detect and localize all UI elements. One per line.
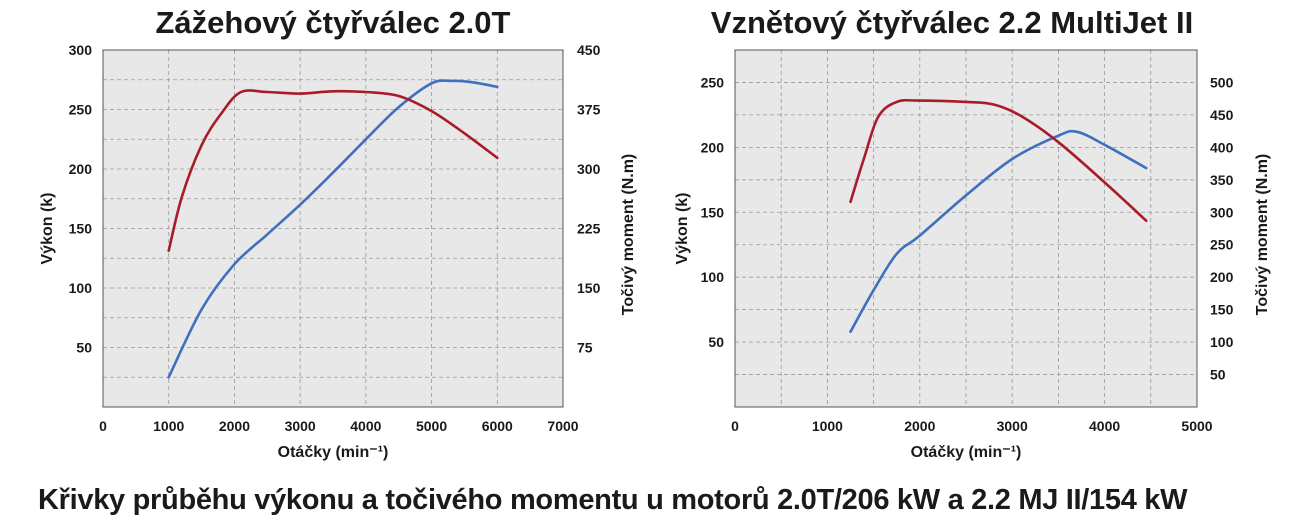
plot-border xyxy=(734,49,1198,408)
x-tick-label: 0 xyxy=(731,418,739,434)
y2-tick-label: 450 xyxy=(577,42,601,58)
y2-axis-label: Točivý moment (N.m) xyxy=(1254,154,1271,316)
x-axis-label: Otáčky (min⁻¹) xyxy=(911,444,1022,461)
y-axis-label: Výkon (k) xyxy=(39,192,56,264)
y2-tick-label: 75 xyxy=(577,340,593,356)
plot-border xyxy=(102,49,564,408)
y-tick-label: 100 xyxy=(701,269,725,285)
x-tick-label: 3000 xyxy=(285,418,316,434)
x-tick-label: 2000 xyxy=(219,418,250,434)
y2-tick-label: 200 xyxy=(1210,269,1234,285)
y-tick-label: 150 xyxy=(701,204,725,220)
y2-tick-label: 300 xyxy=(1210,204,1234,220)
x-axis-label: Otáčky (min⁻¹) xyxy=(278,444,389,461)
x-tick-label: 4000 xyxy=(350,418,381,434)
y2-tick-label: 375 xyxy=(577,102,601,118)
figure-caption: Křivky průběhu výkonu a točivého momentu… xyxy=(38,484,1188,516)
y2-tick-label: 100 xyxy=(1210,334,1234,350)
y2-tick-label: 150 xyxy=(1210,302,1234,318)
chart-petrol-engine: Zážehový čtyřválec 2.0T 0 1000 2000 3000 4000… xyxy=(39,5,637,461)
y2-tick-label: 225 xyxy=(577,221,601,237)
y-tick-label: 200 xyxy=(69,161,93,177)
x-tick-label: 1000 xyxy=(812,418,843,434)
x-tick-label: 2000 xyxy=(904,418,935,434)
chart-title: Zážehový čtyřválec 2.0T xyxy=(156,5,511,40)
y2-axis-label: Točivý moment (N.m) xyxy=(620,154,637,316)
x-tick-label: 1000 xyxy=(153,418,184,434)
y2-tick-label: 350 xyxy=(1210,172,1234,188)
y-tick-label: 250 xyxy=(69,102,93,118)
chart-diesel-engine: Vznětový čtyřválec 2.2 MultiJet II 0 1000 2… xyxy=(674,5,1271,461)
x-tick-label: 5000 xyxy=(1181,418,1212,434)
y2-tick-label: 400 xyxy=(1210,139,1234,155)
x-tick-label: 3000 xyxy=(997,418,1028,434)
power-series-line xyxy=(167,79,499,379)
y-tick-label: 300 xyxy=(69,42,93,58)
y-tick-label: 100 xyxy=(69,280,93,296)
plot-area xyxy=(103,50,563,407)
y2-tick-label: 250 xyxy=(1210,237,1234,253)
y-tick-label: 50 xyxy=(76,340,92,356)
x-tick-label: 6000 xyxy=(482,418,513,434)
x-tick-label: 7000 xyxy=(547,418,578,434)
y2-tick-label: 450 xyxy=(1210,107,1234,123)
y2-tick-label: 500 xyxy=(1210,74,1234,90)
y-tick-label: 250 xyxy=(701,74,725,90)
y2-tick-label: 150 xyxy=(577,280,601,296)
x-tick-label: 0 xyxy=(99,418,107,434)
x-tick-label: 4000 xyxy=(1089,418,1120,434)
y2-tick-label: 50 xyxy=(1210,367,1226,383)
y-axis-label: Výkon (k) xyxy=(674,192,691,264)
y2-tick-label: 300 xyxy=(577,161,601,177)
y-tick-label: 50 xyxy=(708,334,724,350)
power-series-line xyxy=(849,129,1148,333)
y-tick-label: 200 xyxy=(701,139,725,155)
x-tick-label: 5000 xyxy=(416,418,447,434)
torque-series-line xyxy=(849,98,1148,222)
y-tick-label: 150 xyxy=(69,221,93,237)
torque-series-line xyxy=(167,89,499,252)
chart-title: Vznětový čtyřválec 2.2 MultiJet II xyxy=(711,5,1193,40)
